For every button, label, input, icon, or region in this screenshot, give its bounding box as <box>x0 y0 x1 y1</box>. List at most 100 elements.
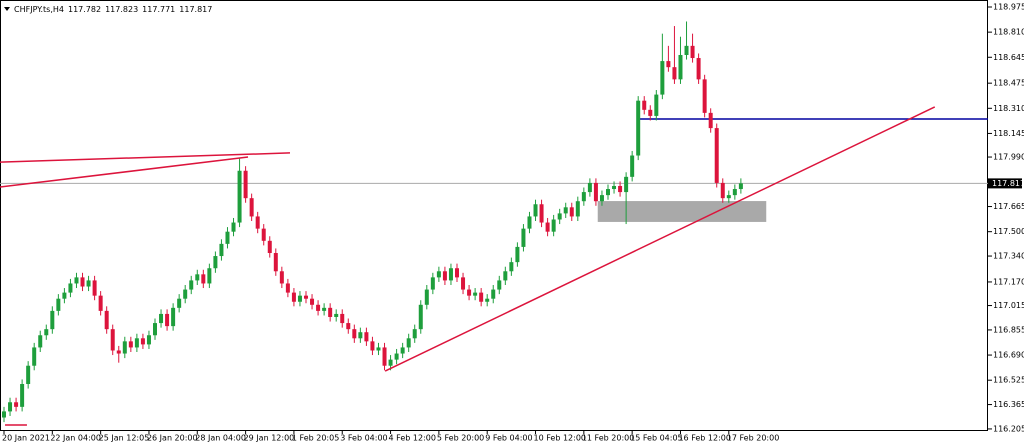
candle-body <box>165 313 170 327</box>
x-tick-label: 4 Feb 12:00 <box>389 434 436 443</box>
x-tick-label: 28 Jan 04:00 <box>195 434 246 443</box>
candle-body <box>267 240 272 254</box>
y-tick-label: 117.015 <box>993 301 1024 310</box>
candle-body <box>219 243 224 257</box>
candle-body <box>92 280 97 296</box>
candle-body <box>195 274 200 281</box>
candle-body <box>418 304 423 330</box>
plot-area <box>0 21 988 426</box>
candle-body <box>80 277 85 287</box>
candle-body <box>430 277 435 290</box>
candle-body <box>249 198 254 217</box>
candle-body <box>364 332 369 342</box>
candle-body <box>690 45 695 59</box>
bar-close: 117.817 <box>179 5 212 14</box>
candle-body <box>183 289 188 299</box>
candle-body <box>448 268 453 281</box>
candle-body <box>273 253 278 272</box>
candle-body <box>479 292 484 302</box>
x-tick-label: 3 Feb 04:00 <box>340 434 387 443</box>
candle-body <box>237 170 242 223</box>
candle-body <box>394 353 399 360</box>
candle-body <box>68 283 73 293</box>
candle-body <box>539 204 544 223</box>
y-tick-label: 117.500 <box>993 227 1024 236</box>
zone <box>597 201 767 222</box>
candle-body <box>285 283 290 293</box>
candle-body <box>672 67 677 80</box>
candle-body <box>485 298 490 302</box>
candle-body <box>243 170 248 199</box>
candle-body <box>346 323 351 330</box>
candle-body <box>424 289 429 305</box>
x-tick-label: 20 Jan 2021 <box>2 434 50 443</box>
candle-body <box>406 338 411 348</box>
candle-body <box>140 338 145 345</box>
candle-body <box>291 292 296 302</box>
candle-body <box>146 335 151 345</box>
candle-body <box>116 350 121 354</box>
trendline <box>384 106 936 372</box>
candle-body <box>44 329 49 336</box>
y-tick-label: 118.975 <box>993 3 1024 12</box>
current-price-box <box>988 178 1022 189</box>
y-tick-label: 116.205 <box>993 424 1024 433</box>
menu-triangle[interactable] <box>4 7 10 11</box>
candle-body <box>606 189 610 196</box>
candle-body <box>738 183 743 190</box>
trendline <box>0 152 291 163</box>
candle-body <box>599 195 604 202</box>
x-tick-label: 25 Jan 12:05 <box>99 434 150 443</box>
candle-body <box>455 268 459 278</box>
candle-body <box>563 207 568 214</box>
candle-body <box>104 310 109 330</box>
candle-body <box>340 313 345 324</box>
x-tick-label: 16 Feb 12:00 <box>678 434 730 443</box>
x-tick-label: 17 Feb 20:00 <box>727 434 779 443</box>
candle-body <box>569 207 574 217</box>
candle-body <box>316 304 321 311</box>
candle-body <box>630 155 635 177</box>
candle-body <box>509 262 514 272</box>
candle-body <box>436 271 441 278</box>
candle-body <box>720 182 725 199</box>
candle-body <box>726 195 731 199</box>
x-tick-label: 10 Feb 12:00 <box>534 434 586 443</box>
candle-body <box>38 335 43 348</box>
y-tick-label: 118.810 <box>993 28 1024 37</box>
x-tick-label: 1 Feb 20:05 <box>292 434 339 443</box>
candle-body <box>110 329 115 351</box>
candle-body <box>122 341 127 354</box>
candle-body <box>358 332 363 339</box>
candle-body <box>593 182 598 202</box>
candle-body <box>128 341 133 348</box>
candle-body <box>231 222 236 232</box>
plot-frame <box>0 0 988 431</box>
bar-high: 117.823 <box>105 5 138 14</box>
candle-body <box>708 112 713 129</box>
bar-open: 117.782 <box>68 5 101 14</box>
candle-body <box>551 219 556 232</box>
candle-body <box>310 298 315 305</box>
candle-body <box>587 182 592 193</box>
candle-body <box>255 216 260 229</box>
candle-body <box>201 274 206 284</box>
candle-body <box>557 213 562 220</box>
candle-body <box>732 189 737 196</box>
candle-body <box>467 289 472 296</box>
candle-body <box>642 100 647 110</box>
x-tick-label: 11 Feb 20:00 <box>582 434 634 443</box>
candle-body <box>654 94 659 116</box>
chart-header: CHFJPY.ts,H4 117.782 117.823 117.771 117.817 <box>14 5 212 14</box>
x-tick-label: 9 Feb 04:00 <box>485 434 532 443</box>
candle-body <box>666 61 671 68</box>
candle-body <box>171 307 176 327</box>
y-tick-label: 118.475 <box>993 79 1024 88</box>
candle-body <box>382 347 387 366</box>
bar-low: 117.771 <box>142 5 175 14</box>
candle-body <box>624 176 629 193</box>
candle-body <box>412 329 417 339</box>
candle-body <box>225 231 230 244</box>
candle-body <box>497 280 502 290</box>
